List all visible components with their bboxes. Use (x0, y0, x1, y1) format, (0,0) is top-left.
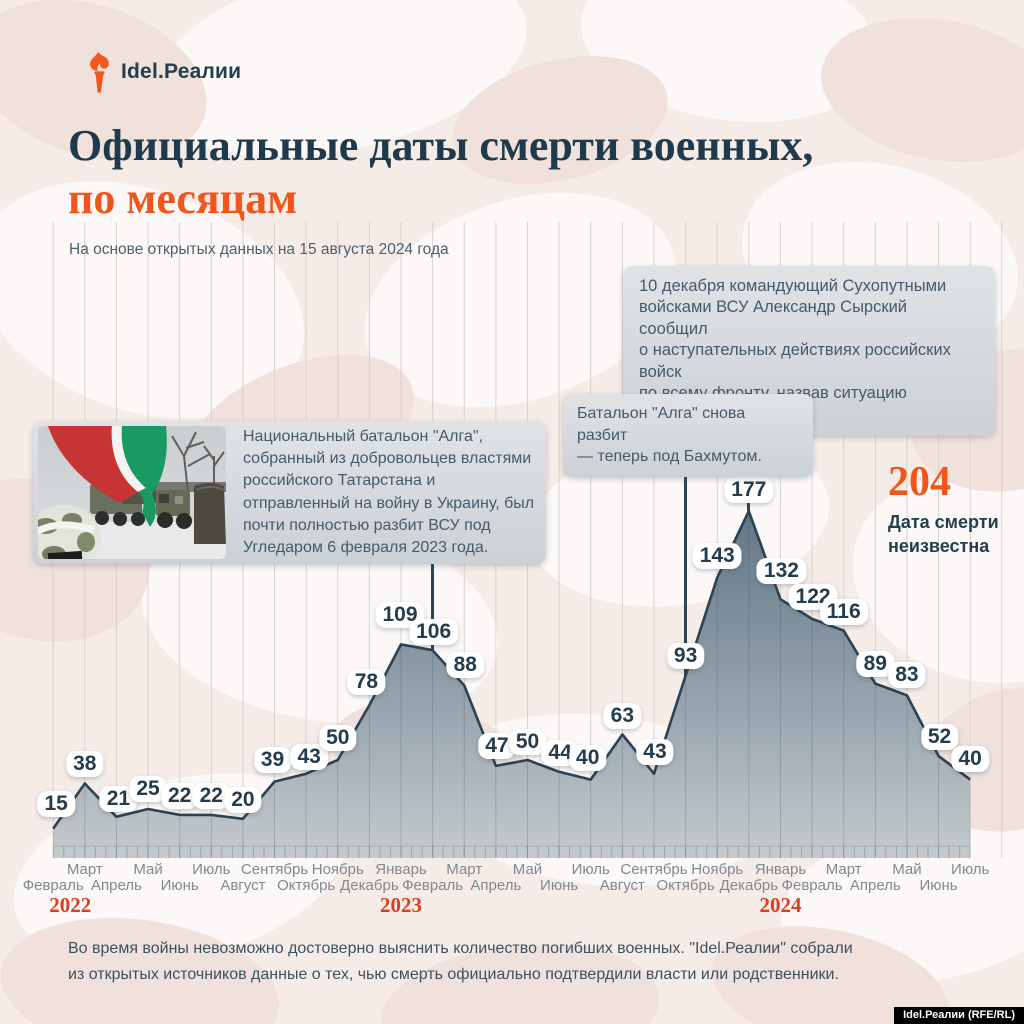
month-label: Октябрь (277, 877, 336, 894)
callout-line (431, 560, 435, 651)
value-badge: 25 (129, 776, 167, 802)
month-label: Июнь (919, 877, 958, 894)
annotation-alga-bakhmut: Батальон "Алга" снова разбит — теперь по… (563, 394, 813, 477)
value-badge: 116 (819, 598, 868, 625)
footer-note: Во время войны невозможно достоверно выя… (68, 940, 853, 983)
month-label: Январь (375, 861, 427, 878)
photo-camo-dome (38, 505, 101, 559)
month-label: Май (133, 861, 163, 878)
value-badge: 40 (569, 744, 607, 771)
value-badge: 83 (888, 662, 926, 689)
value-badge: 88 (446, 651, 484, 678)
photo-tatarstan-flag (48, 426, 167, 527)
value-badge: 39 (253, 746, 292, 773)
month-label: Апрель (470, 877, 522, 894)
month-label: Май (512, 861, 543, 878)
month-label: Март (825, 861, 862, 878)
annotation-alga-photo-text: Национальный батальон "Алга", собранный … (243, 427, 535, 556)
callout-line (684, 444, 688, 676)
photo-illustration (38, 426, 226, 559)
unknown-death-label: Дата смерти неизвестна (888, 512, 999, 557)
unknown-death-stat: 204 Дата смерти неизвестна (888, 458, 999, 559)
torch-icon (90, 51, 109, 93)
month-label: Декабрь (719, 877, 779, 894)
month-label: Март (66, 861, 103, 878)
value-badge: 22 (160, 782, 199, 809)
alga-battalion-photo (38, 426, 226, 559)
value-badge: 50 (319, 725, 357, 751)
value-badge: 50 (508, 729, 547, 755)
value-badge: 89 (856, 650, 894, 677)
value-badge: 109 (375, 602, 425, 629)
month-label: Июнь (160, 877, 199, 894)
value-badge: 177 (724, 477, 774, 504)
value-badge: 93 (666, 642, 705, 669)
value-badge: 43 (636, 738, 674, 765)
data-line (52, 509, 971, 830)
value-badge: 22 (192, 782, 230, 809)
month-label: Июль (571, 861, 610, 878)
title-line-1: Официальные даты смерти военных, (68, 121, 814, 170)
month-label: Сентябрь (240, 861, 309, 878)
brand-name: Idel.Реалии (121, 60, 242, 83)
value-badge: 132 (756, 558, 806, 585)
photo-treeline (130, 482, 226, 492)
value-badge: 52 (920, 724, 959, 751)
month-label: Февраль (402, 877, 464, 894)
month-label: Октябрь (656, 877, 715, 894)
month-label: Май (892, 861, 922, 878)
unknown-death-count: 204 (888, 459, 951, 505)
year-label: 2023 (380, 893, 423, 917)
value-badge: 40 (951, 745, 989, 772)
month-label: Январь (754, 861, 807, 878)
month-label: Ноябрь (691, 861, 744, 878)
month-label: Апрель (849, 877, 901, 894)
month-label: Ноябрь (311, 861, 364, 878)
title-line-2: по месяцам (68, 173, 298, 223)
month-label: Июль (951, 861, 990, 878)
month-label: Июнь (540, 877, 579, 894)
month-label: Июль (192, 861, 231, 878)
credit-badge: Idel.Реалии (RFE/RL) (894, 1007, 1024, 1024)
month-label: Февраль (781, 877, 843, 894)
value-badge: 21 (99, 785, 138, 812)
year-label: 2022 (49, 893, 92, 917)
brand-logo: Idel.Реалии (84, 50, 241, 94)
month-label: Декабрь (340, 877, 399, 894)
value-badge: 78 (347, 669, 386, 696)
month-label: Апрель (90, 877, 142, 894)
month-label: Август (220, 877, 266, 894)
value-badge: 44 (541, 739, 579, 766)
value-badge: 47 (478, 732, 516, 759)
value-badge: 106 (409, 619, 459, 646)
annotation-alga-photo: Национальный батальон "Алга", собранный … (33, 421, 546, 564)
value-badge: 20 (224, 786, 262, 813)
value-badge: 143 (692, 542, 742, 569)
month-label: Август (599, 877, 645, 894)
month-label: Сентябрь (620, 861, 688, 878)
page-title: Официальные даты смерти военных, по меся… (68, 120, 813, 226)
year-label: 2024 (759, 893, 802, 917)
value-badge: 38 (66, 750, 104, 777)
month-label: Март (446, 861, 483, 878)
area-fill (53, 511, 971, 858)
value-badge: 15 (37, 790, 75, 817)
value-badge: 63 (603, 702, 642, 729)
subtitle: На основе открытых данных на 15 августа … (69, 241, 449, 258)
annotation-alga-bakhmut-text: Батальон "Алга" снова разбит — теперь по… (577, 405, 762, 466)
month-label: Февраль (22, 877, 84, 894)
